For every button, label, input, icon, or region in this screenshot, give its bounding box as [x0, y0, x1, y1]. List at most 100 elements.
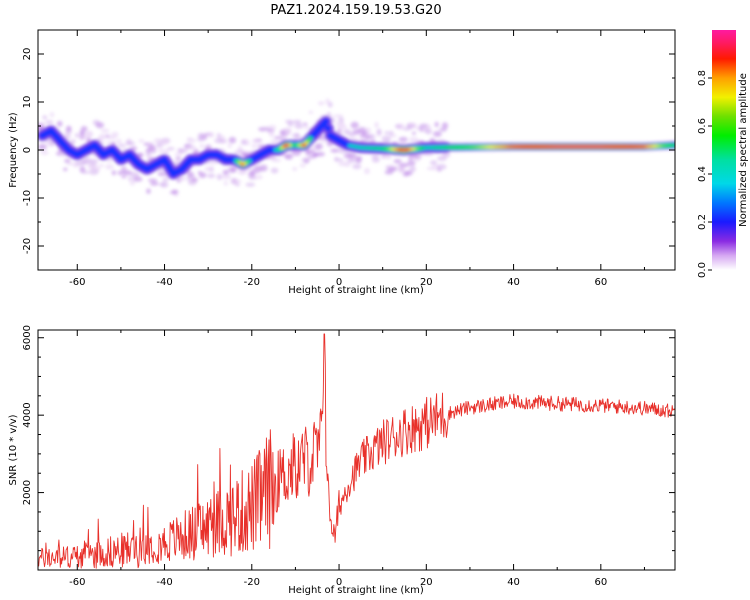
colorbar-tick-label: 0.8	[697, 70, 708, 86]
scatter-blob	[420, 123, 429, 128]
scatter-blob	[199, 143, 205, 149]
scatter-blob	[79, 130, 85, 135]
scatter-blob	[368, 134, 376, 140]
x-tick-label: -60	[69, 577, 85, 588]
scatter-blob	[270, 139, 281, 144]
scatter-blob	[388, 134, 398, 138]
colorbar-gradient	[712, 30, 736, 270]
scatter-blob	[106, 141, 113, 145]
scatter-blob	[397, 166, 406, 174]
colorbar-tick-label: 0.6	[697, 118, 708, 134]
x-tick-label: 20	[420, 577, 433, 588]
scatter-blob	[326, 112, 331, 116]
scatter-blob	[153, 138, 162, 144]
scatter-blob	[439, 128, 447, 133]
scatter-blob	[85, 130, 93, 136]
scatter-blob	[303, 125, 309, 130]
scatter-blob	[69, 139, 76, 144]
y-tick-label: -20	[22, 238, 33, 254]
snr-trace	[38, 333, 675, 569]
scatter-blob	[191, 178, 199, 182]
scatter-blob	[66, 125, 72, 131]
scatter-blob	[364, 127, 372, 133]
scatter-blob	[370, 154, 380, 158]
scatter-blob	[62, 167, 68, 172]
scatter-blob	[111, 131, 119, 138]
scatter-blob	[251, 138, 261, 143]
scatter-blob	[149, 181, 159, 186]
scatter-blob	[269, 130, 275, 138]
scatter-blob	[159, 182, 167, 187]
scatter-blob	[302, 122, 308, 126]
scatter-blob	[167, 147, 175, 151]
colorbar-label: Normalized spectral amplitude	[738, 73, 749, 227]
ridge-mid	[322, 118, 330, 125]
scatter-blob	[259, 165, 268, 172]
scatter-blob	[301, 158, 311, 162]
snr-background	[38, 330, 675, 570]
ridge-core	[301, 143, 307, 147]
scatter-blob	[381, 135, 391, 143]
x-tick-label: 0	[336, 277, 342, 288]
x-tick-label: 60	[594, 577, 607, 588]
scatter-blob	[240, 139, 247, 145]
scatter-blob	[292, 119, 302, 125]
scatter-blob	[245, 182, 256, 187]
scatter-blob	[315, 151, 326, 157]
scatter-blob	[237, 145, 243, 151]
scatter-blob	[387, 166, 398, 172]
scatter-blob	[174, 152, 183, 157]
scatter-blob	[163, 148, 170, 155]
scatter-blob	[384, 131, 389, 135]
ridge-blobs	[38, 98, 675, 197]
snr-xlabel: Height of straight line (km)	[288, 585, 424, 596]
scatter-blob	[223, 181, 229, 186]
ridge-core	[672, 143, 675, 147]
x-tick-label: 20	[420, 277, 433, 288]
scatter-blob	[330, 148, 340, 153]
scatter-blob	[45, 120, 54, 125]
scatter-blob	[398, 136, 408, 143]
scatter-blob	[95, 122, 105, 129]
scatter-blob	[263, 126, 271, 131]
scatter-blob	[121, 175, 127, 179]
scatter-blob	[331, 118, 336, 124]
x-tick-label: -20	[244, 277, 260, 288]
spectrogram-axes: -60 -40 -20 0 20 40 60 -20 -10 0 10 20	[22, 29, 675, 288]
scatter-blob	[314, 143, 323, 150]
scatter-blob	[441, 122, 449, 130]
scatter-blob	[221, 173, 232, 180]
scatter-blob	[181, 176, 186, 182]
scatter-blob	[207, 132, 215, 138]
scatter-blob	[292, 166, 298, 172]
scatter-blob	[105, 164, 114, 170]
scatter-blob	[99, 163, 105, 168]
scatter-blob	[145, 151, 152, 158]
scatter-blob	[376, 128, 382, 135]
scatter-blob	[49, 111, 55, 118]
ridge-core	[306, 138, 312, 142]
scatter-blob	[347, 152, 357, 160]
scatter-blob	[111, 170, 117, 176]
colorbar-tick-label: 0.0	[697, 262, 708, 278]
scatter-blob	[287, 120, 294, 127]
scatter-blob	[98, 133, 106, 141]
scatter-blob	[38, 143, 47, 151]
scatter-blob	[42, 115, 48, 120]
spectrogram-panel: -60 -40 -20 0 20 40 60 -20 -10 0 10 20 Height of st…	[8, 29, 676, 296]
x-tick-label: 60	[594, 277, 607, 288]
scatter-blob	[352, 163, 362, 170]
y-tick-label: 20	[22, 48, 33, 61]
scatter-blob	[56, 120, 63, 127]
snr-line	[38, 333, 675, 569]
ridge-core	[247, 159, 253, 163]
scatter-blob	[188, 144, 197, 151]
scatter-blob	[178, 148, 188, 154]
scatter-blob	[82, 135, 87, 139]
scatter-blob	[407, 160, 416, 166]
scatter-blob	[186, 137, 193, 141]
scatter-blob	[162, 177, 169, 182]
scatter-blob	[126, 141, 136, 146]
snr-frame	[37, 329, 676, 571]
